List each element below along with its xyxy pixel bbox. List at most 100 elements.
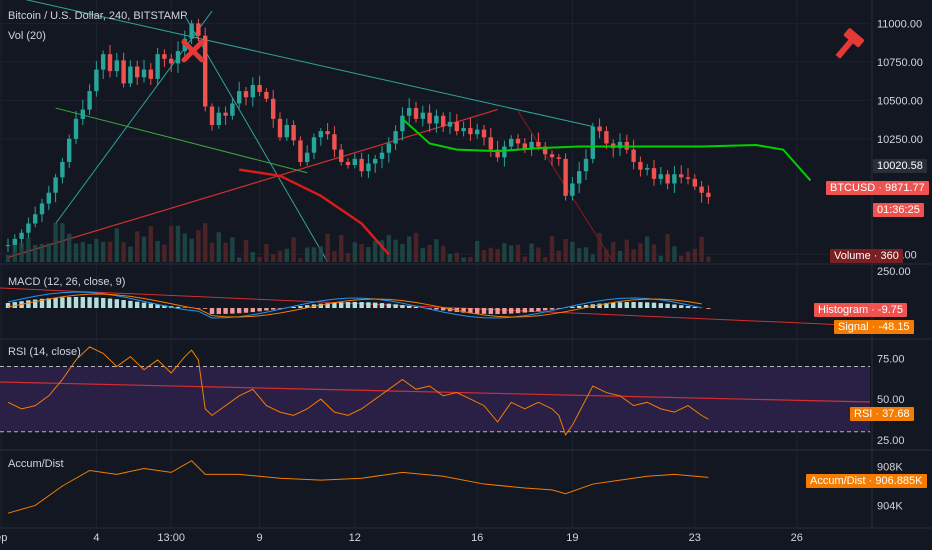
macd-histogram-bar xyxy=(94,297,99,308)
volume-tag: Volume · 360 xyxy=(830,249,903,263)
volume-bar xyxy=(39,243,45,262)
volume-bar xyxy=(175,225,181,262)
candle-body xyxy=(325,131,330,135)
candle-body xyxy=(87,91,92,110)
volume-bar xyxy=(638,243,643,262)
macd-histogram-bar xyxy=(216,308,221,314)
macd-histogram-bar xyxy=(359,302,364,308)
red-ma-line xyxy=(239,168,390,256)
candle-body xyxy=(475,129,480,135)
candle-body xyxy=(468,128,473,135)
volume-bar xyxy=(366,247,371,262)
candle-body xyxy=(447,121,453,127)
x-tick-label: 9 xyxy=(257,532,263,544)
rsi-tag-value: 37.68 xyxy=(882,408,910,420)
accum-dist-tag-value: 906.885K xyxy=(875,475,923,487)
macd-histogram-bar xyxy=(175,306,181,308)
candle-body xyxy=(488,137,493,150)
gavel-icon[interactable] xyxy=(830,27,865,63)
candle-body xyxy=(502,146,507,158)
volume-bar xyxy=(67,233,72,262)
macd-histogram-bar xyxy=(155,304,160,308)
volume-bar xyxy=(570,241,575,262)
macd-histogram-bar xyxy=(107,298,113,308)
volume-bar xyxy=(454,252,459,262)
candle-body xyxy=(53,177,58,193)
macd-histogram-bar xyxy=(67,297,72,308)
candle-body xyxy=(311,137,317,153)
macd-histogram-bar xyxy=(461,308,466,313)
volume-bar xyxy=(339,235,344,262)
candle-body xyxy=(434,115,439,124)
macd-histogram-bar xyxy=(706,308,711,309)
candle-body xyxy=(651,168,657,179)
histogram-tag-label: Histogram xyxy=(818,304,869,316)
candle-body xyxy=(33,214,38,224)
rsi-tag-label: RSI xyxy=(854,408,873,420)
price-tick-label: 10250.00 xyxy=(877,134,923,146)
volume-bar xyxy=(515,244,521,262)
macd-histogram-bar xyxy=(271,308,276,310)
candle-body xyxy=(189,23,194,39)
candle-body xyxy=(5,245,11,247)
macd-histogram-bar xyxy=(692,306,697,308)
candle-body xyxy=(26,223,31,233)
volume-bar xyxy=(203,223,208,262)
volume-bar xyxy=(631,249,636,262)
macd-histogram-bar xyxy=(128,300,133,308)
candle-body xyxy=(515,138,521,144)
volume-bar xyxy=(481,250,487,262)
macd-histogram-bar xyxy=(46,298,51,308)
candle-body xyxy=(230,103,235,116)
volume-bar xyxy=(386,234,391,262)
signal-tag-label: Signal xyxy=(838,321,869,333)
volume-bar xyxy=(250,252,255,262)
countdown-tag: 01:36:25 xyxy=(873,203,924,217)
candle-body xyxy=(162,54,167,59)
volume-bar xyxy=(699,236,704,262)
macd-histogram-bar xyxy=(53,297,58,308)
macd-histogram-bar xyxy=(536,308,541,312)
volume-bar xyxy=(169,225,174,262)
volume-bar xyxy=(441,245,446,262)
volume-study-label: Vol (20) xyxy=(8,30,46,42)
candle-body xyxy=(332,134,337,150)
volume-bars xyxy=(5,222,711,262)
icons xyxy=(181,27,865,63)
macd-signal-line xyxy=(7,293,702,318)
macd-histogram-bar xyxy=(658,303,663,308)
macd-histogram-bar xyxy=(638,302,643,308)
macd-histogram-bar xyxy=(597,303,602,308)
candle-body xyxy=(658,174,663,179)
volume-bar xyxy=(60,223,65,262)
volume-bar xyxy=(509,245,514,262)
x-tick-label: 19 xyxy=(566,532,578,544)
volume-bar xyxy=(352,242,357,262)
candle-body xyxy=(203,35,208,107)
candle-body xyxy=(243,91,249,98)
volume-bar xyxy=(488,247,493,262)
candle-body xyxy=(427,112,432,124)
candle-body xyxy=(407,108,412,116)
macd-histogram-bar xyxy=(685,306,691,308)
candle-body xyxy=(46,192,51,204)
candle-body xyxy=(461,128,466,132)
volume-bar xyxy=(162,244,167,262)
macd-histogram-bar xyxy=(549,308,555,310)
macd-histogram-bar xyxy=(447,308,453,312)
volume-bar xyxy=(658,255,663,262)
macd-histogram-bar xyxy=(413,306,419,308)
candle-body xyxy=(522,143,527,150)
volume-bar xyxy=(706,256,711,262)
accum-dist-tag-label: Accum/Dist xyxy=(810,475,866,487)
volume-bar xyxy=(549,235,555,262)
volume-bar xyxy=(216,232,221,262)
candle-body xyxy=(386,143,391,153)
volume-bar xyxy=(189,238,194,262)
macd-histogram-bar xyxy=(339,302,344,308)
candle-body xyxy=(257,84,262,92)
accum-dist-line xyxy=(7,460,709,514)
macd-histogram-bar xyxy=(264,308,269,311)
trendlines xyxy=(0,0,871,403)
